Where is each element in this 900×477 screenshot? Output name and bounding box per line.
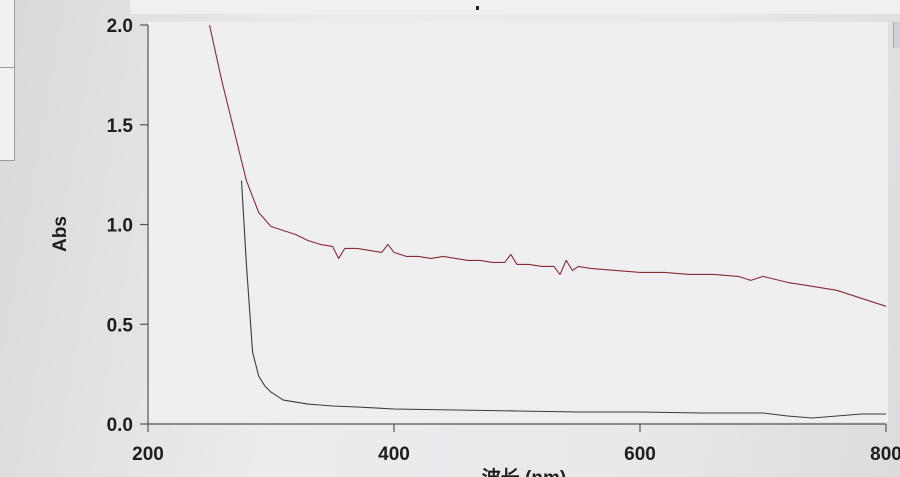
plot-area [148, 22, 888, 422]
tick-labels: 0.0 0.5 1.0 1.5 2.0 200 400 600 800 [107, 16, 900, 465]
x-axis-label: 波长 (nm) [482, 466, 566, 477]
side-panel-edge [0, 0, 15, 161]
series-line-red [208, 24, 887, 307]
y-tick-label: 1.5 [107, 116, 134, 137]
x-tick-label: 800 [870, 444, 900, 465]
side-panel-divider [0, 67, 14, 68]
series-layer [208, 24, 887, 419]
x-tick-label: 600 [624, 444, 656, 465]
y-tick-label: 2.0 [107, 16, 133, 37]
y-axis-label: Abs [50, 216, 71, 252]
x-tick-label: 400 [378, 444, 410, 465]
series-line-dark [240, 180, 886, 419]
y-tick-label: 0.5 [107, 315, 134, 336]
y-tick-label: 0.0 [107, 415, 133, 436]
y-tick-label: 1.0 [107, 216, 133, 237]
axes [140, 24, 887, 432]
scrollbar-stub[interactable] [893, 22, 900, 48]
top-strip [130, 0, 900, 14]
top-marker [476, 6, 479, 10]
x-tick-label: 200 [132, 444, 164, 465]
